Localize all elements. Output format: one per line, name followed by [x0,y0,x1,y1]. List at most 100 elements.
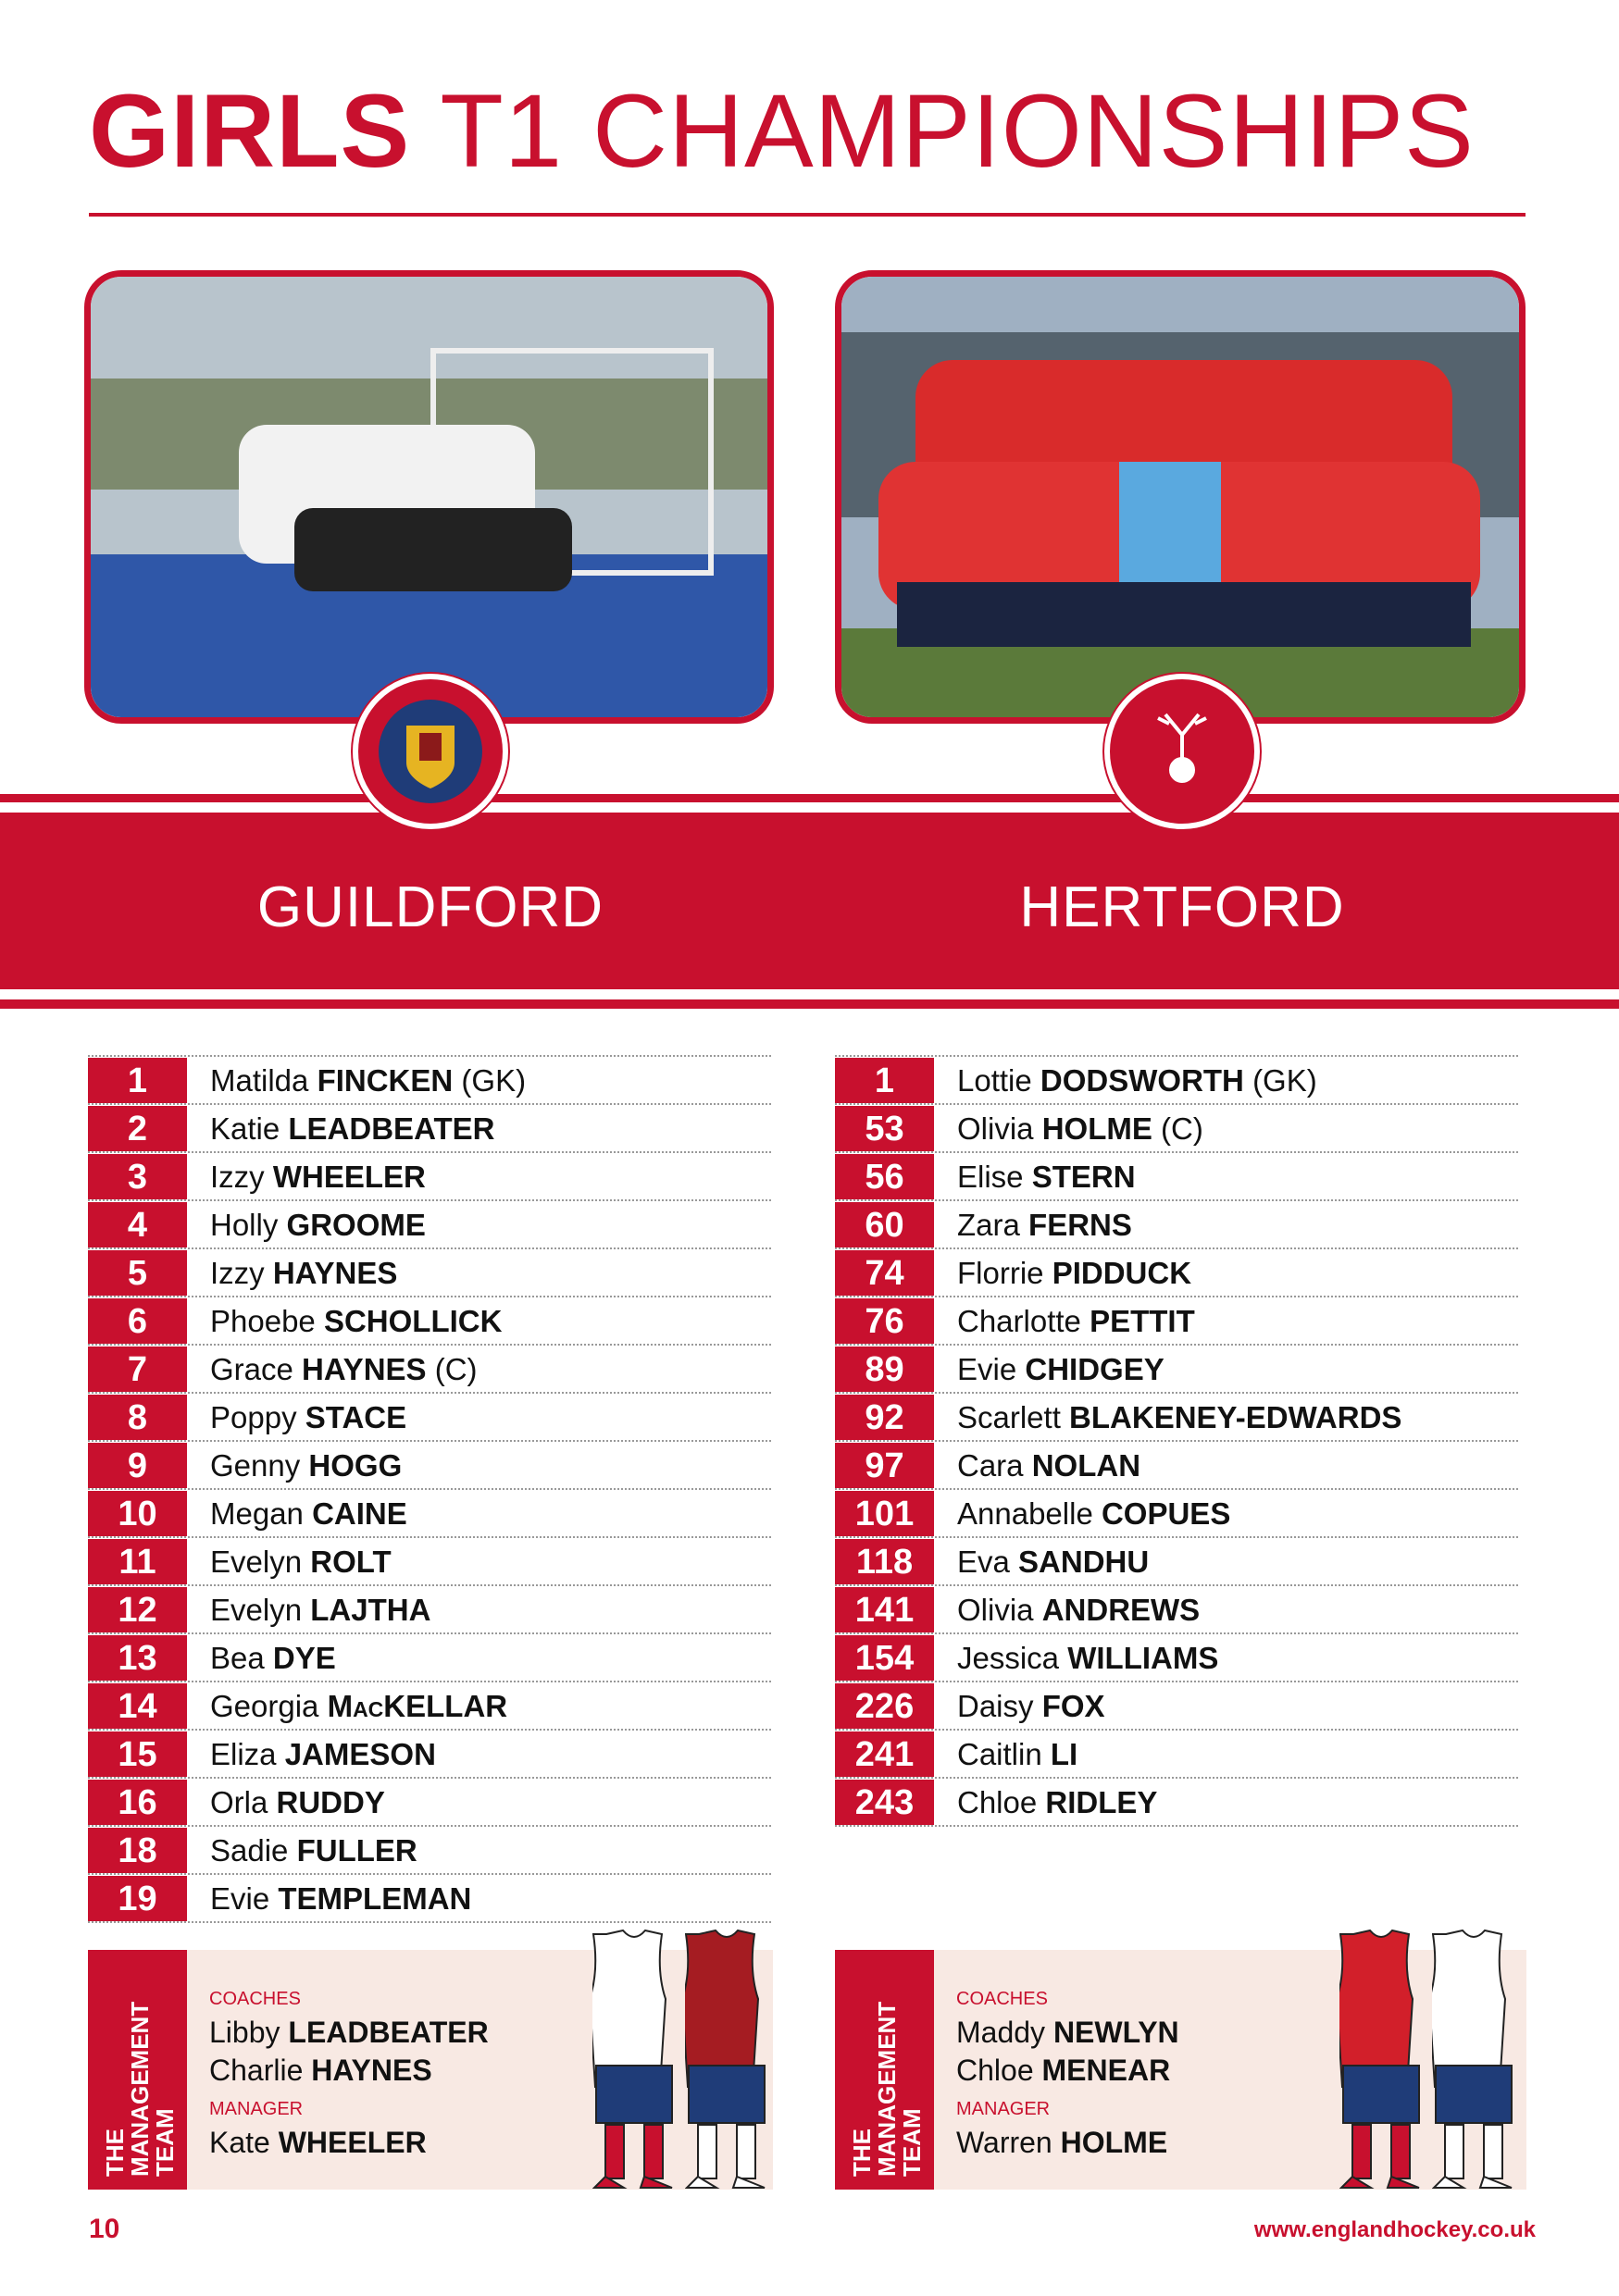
first-name: Sadie [210,1833,289,1868]
shirt-number: 3 [88,1154,187,1199]
last-name: HAYNES [311,2054,432,2087]
shirt-number: 141 [835,1587,934,1632]
first-name: Orla [210,1785,268,1819]
first-name: Chloe [957,1785,1038,1819]
first-name: Matilda [210,1063,309,1098]
last-name: FULLER [296,1833,417,1868]
first-name: Caitlin [957,1737,1042,1771]
player-row: 19 Evie TEMPLEMAN [88,1875,771,1923]
first-name: Evie [957,1352,1017,1386]
club-logo [353,674,508,829]
kit [1427,1927,1515,2200]
shirt-number: 76 [835,1298,934,1344]
last-name: WHEELER [278,2126,427,2159]
band-stripe [0,794,1619,802]
kit-drawing [1427,1929,1513,2189]
kit-drawing [588,1929,673,2189]
player-name: Poppy STACE [210,1394,406,1442]
title-bold: GIRLS [89,73,411,189]
shirt-number: 15 [88,1731,187,1777]
player-row: 9 Genny HOGG [88,1442,771,1490]
shirt-number: 16 [88,1780,187,1825]
shirt-number: 74 [835,1250,934,1296]
last-name: NOLAN [1031,1448,1141,1483]
shirt-number: 226 [835,1683,934,1729]
first-name: Warren [956,2126,1052,2159]
management-info: COACHES Libby LEADBEATER Charlie HAYNES MAN… [209,1989,489,2160]
player-name: Katie LEADBEATER [210,1105,494,1153]
last-name: DYE [272,1641,336,1675]
player-row: 16 Orla RUDDY [88,1779,771,1827]
first-name: Megan [210,1496,304,1531]
player-row: 241 Caitlin LI [835,1731,1518,1779]
player-row: 2 Katie LEADBEATER [88,1105,771,1153]
last-name: LEADBEATER [288,1111,495,1146]
shirt-number: 19 [88,1876,187,1921]
player-row: 7 Grace HAYNES (C) [88,1346,771,1394]
first-name: Katie [210,1111,280,1146]
player-note: (GK) [461,1063,527,1098]
team-name: GUILDFORD [256,875,604,939]
shirt-number: 5 [88,1250,187,1296]
shirt-number: 101 [835,1491,934,1536]
first-name: Charlie [209,2054,304,2087]
title-light: T1 CHAMPIONSHIPS [440,73,1475,189]
player-name: Evelyn LAJTHA [210,1586,430,1634]
last-name: TEMPLEMAN [278,1881,472,1916]
logo-emblem [1157,713,1207,783]
last-name: CHIDGEY [1025,1352,1164,1386]
last-name: RIDLEY [1045,1785,1158,1819]
player-name: Caitlin LI [957,1731,1077,1779]
player-name: Annabelle COPUES [957,1490,1230,1538]
team-photo [835,270,1526,724]
manager-name: Kate WHEELER [209,2126,489,2160]
shirt-number: 4 [88,1202,187,1247]
player-name: Olivia ANDREWS [957,1586,1200,1634]
shirt-number: 6 [88,1298,187,1344]
player-row: 243 Chloe RIDLEY [835,1779,1518,1827]
player-row: 14 Georgia MacKELLAR [88,1682,771,1731]
first-name: Cara [957,1448,1024,1483]
first-name: Grace [210,1352,293,1386]
first-name: Elise [957,1160,1024,1194]
last-name: CAINE [312,1496,407,1531]
shirt-number: 12 [88,1587,187,1632]
shirt-number: 243 [835,1780,934,1825]
player-name: Scarlett BLAKENEY-EDWARDS [957,1394,1401,1442]
player-name: Evie CHIDGEY [957,1346,1164,1394]
first-name: Charlotte [957,1304,1081,1338]
player-name: Eliza JAMESON [210,1731,436,1779]
shirt-number: 118 [835,1539,934,1584]
shirt-number: 89 [835,1347,934,1392]
first-name: Poppy [210,1400,297,1434]
last-name: WILLIAMS [1067,1641,1219,1675]
last-name: SCHOLLICK [323,1304,503,1338]
coach-name: Charlie HAYNES [209,2054,489,2088]
first-name: Daisy [957,1689,1034,1723]
coaches-label: COACHES [956,1989,1048,2009]
shirt-number: 7 [88,1347,187,1392]
coach-name: Libby LEADBEATER [209,2016,489,2050]
last-name: PETTIT [1090,1304,1195,1338]
team-photo [84,270,774,724]
row-rule [835,1055,1518,1057]
player-name: Sadie FULLER [210,1827,417,1875]
player-name: Izzy WHEELER [210,1153,426,1201]
player-name: Cara NOLAN [957,1442,1140,1490]
player-row: 226 Daisy FOX [835,1682,1518,1731]
last-name: LAJTHA [310,1593,431,1627]
player-name: Evelyn ROLT [210,1538,392,1586]
last-name: ANDREWS [1041,1593,1201,1627]
title-rule [89,213,1526,217]
last-name: JAMESON [284,1737,436,1771]
last-name: STACE [305,1400,407,1434]
shirt-number: 9 [88,1443,187,1488]
shirt-number: 10 [88,1491,187,1536]
row-rule [88,1055,771,1057]
first-name: Lottie [957,1063,1032,1098]
last-name: WHEELER [272,1160,426,1194]
player-row: 4 Holly GROOME [88,1201,771,1249]
manager-label: MANAGER [209,2099,304,2119]
player-row: 141 Olivia ANDREWS [835,1586,1518,1634]
